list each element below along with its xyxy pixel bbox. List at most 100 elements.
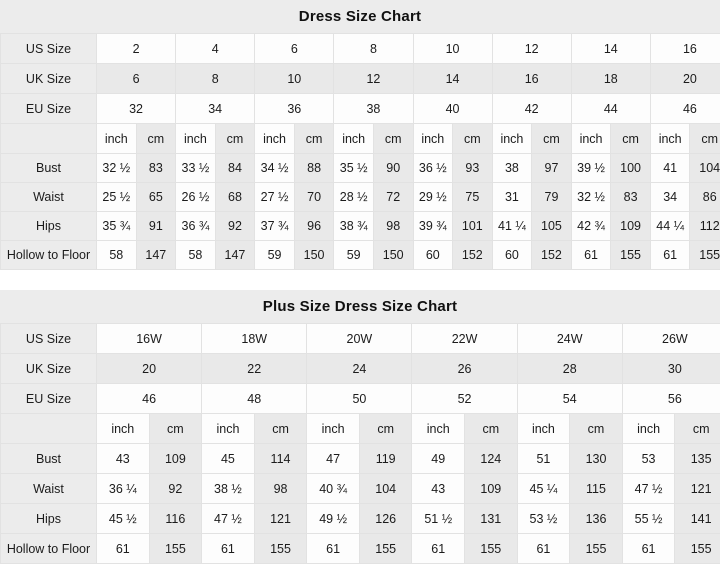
cell-eu-size-3: 52 [411,383,518,414]
cell-bust-cm-5: 135 [674,443,720,474]
row-label-hips: Hips [0,211,97,241]
cell-bust-inch-3: 35 ½ [333,153,374,183]
table-row-units-plus: inch cm inch cm inch cm inch cm inch cm inch cm [0,413,720,444]
cell-hollow-to-floor-inch-3: 61 [411,533,466,564]
cell-uk-size-0: 6 [95,63,177,94]
table-row-eu-size-standard: EU Size 32 34 36 38 40 42 44 46 [0,93,720,124]
cell-uk-size-5: 30 [621,353,720,384]
cell-hollow-to-floor-inch-4: 60 [412,240,454,270]
cell-bust-cm-2: 119 [358,443,413,474]
cell-unit-inch-0: inch [96,413,150,444]
cell-bust-inch-0: 43 [96,443,150,474]
row-label-eu-size: EU Size [0,383,97,414]
cell-hollow-to-floor-inch-5: 61 [621,533,676,564]
cell-hips-inch-4: 39 ¾ [412,211,454,241]
cell-unit-cm-0: cm [148,413,203,444]
cell-eu-size-1: 34 [175,93,256,124]
cell-waist-inch-0: 25 ½ [96,182,137,212]
cell-waist-inch-0: 36 ¼ [96,473,150,504]
table-row-us-size-plus: US Size 16W 18W 20W 22W 24W 26W [0,323,720,354]
size-chart-page: Dress Size Chart US Size 2 4 6 8 10 12 14 16 UK Si… [0,0,720,564]
cell-hips-cm-1: 121 [253,503,308,534]
cell-hollow-to-floor-cm-4: 152 [452,240,493,270]
cell-unit-cm-0: cm [135,123,177,154]
cell-hips-cm-0: 91 [135,211,177,241]
cell-hips-cm-3: 98 [372,211,414,241]
cell-uk-size-7: 20 [649,63,720,94]
cell-uk-size-1: 8 [175,63,256,94]
cell-waist-cm-0: 65 [135,182,177,212]
row-label-us-size: US Size [0,323,97,354]
row-label-eu-size: EU Size [0,93,97,124]
cell-waist-inch-5: 47 ½ [621,473,676,504]
cell-waist-inch-3: 28 ½ [333,182,374,212]
cell-bust-inch-4: 51 [516,443,571,474]
cell-unit-inch-0: inch [96,123,137,154]
cell-waist-inch-1: 26 ½ [175,182,216,212]
cell-waist-cm-6: 83 [610,182,651,212]
table-row-us-size-standard: US Size 2 4 6 8 10 12 14 16 [0,33,720,64]
cell-hips-cm-5: 141 [674,503,720,534]
cell-hips-inch-1: 36 ¾ [175,211,216,241]
cell-bust-cm-4: 130 [569,443,623,474]
row-label-units [0,413,97,444]
cell-unit-cm-5: cm [531,123,572,154]
cell-us-size-1: 18W [201,323,308,354]
cell-hollow-to-floor-cm-6: 155 [610,240,651,270]
row-label-uk-size: UK Size [0,353,97,384]
table-row-hollow-to-floor-plus: Hollow to Floor 61 155 61 155 61 155 61 155 61 155… [0,533,720,564]
cell-unit-cm-5: cm [674,413,720,444]
row-label-hollow-to-floor: Hollow to Floor [0,533,97,564]
row-label-units [0,123,97,154]
cell-unit-cm-2: cm [293,123,335,154]
cell-hips-inch-5: 41 ¼ [491,211,533,241]
cell-hollow-to-floor-cm-3: 150 [372,240,414,270]
cell-hollow-to-floor-cm-7: 155 [689,240,720,270]
cell-hips-inch-2: 49 ½ [306,503,360,534]
cell-waist-cm-2: 70 [293,182,335,212]
cell-uk-size-6: 18 [570,63,651,94]
cell-bust-inch-2: 34 ½ [254,153,295,183]
cell-bust-cm-0: 109 [148,443,203,474]
cell-unit-inch-2: inch [306,413,360,444]
cell-unit-inch-1: inch [201,413,255,444]
cell-eu-size-7: 46 [649,93,720,124]
cell-eu-size-2: 36 [254,93,335,124]
cell-eu-size-6: 44 [570,93,651,124]
cell-us-size-0: 2 [95,33,177,64]
table-row-waist-plus: Waist 36 ¼ 92 38 ½ 98 40 ¾ 104 43 109 45 ¼ 115 47 ½… [0,473,720,504]
cell-hips-inch-0: 45 ½ [96,503,150,534]
cell-us-size-0: 16W [95,323,203,354]
row-label-hollow-to-floor: Hollow to Floor [0,240,97,270]
cell-unit-cm-7: cm [689,123,720,154]
cell-hips-inch-4: 53 ½ [516,503,571,534]
cell-hollow-to-floor-cm-2: 150 [293,240,335,270]
cell-bust-cm-6: 100 [610,153,651,183]
cell-us-size-2: 20W [306,323,413,354]
cell-bust-inch-1: 33 ½ [175,153,216,183]
cell-waist-inch-4: 29 ½ [412,182,454,212]
cell-waist-inch-1: 38 ½ [201,473,255,504]
cell-waist-inch-2: 40 ¾ [306,473,360,504]
cell-hips-inch-5: 55 ½ [621,503,676,534]
cell-us-size-3: 22W [411,323,518,354]
cell-us-size-7: 16 [649,33,720,64]
cell-unit-cm-2: cm [358,413,413,444]
cell-bust-cm-5: 97 [531,153,572,183]
cell-bust-inch-5: 38 [491,153,533,183]
cell-us-size-6: 14 [570,33,651,64]
cell-bust-inch-1: 45 [201,443,255,474]
cell-bust-inch-7: 41 [649,153,691,183]
cell-waist-inch-2: 27 ½ [254,182,295,212]
cell-unit-cm-4: cm [569,413,623,444]
cell-bust-cm-1: 114 [253,443,308,474]
row-label-hips: Hips [0,503,97,534]
cell-hollow-to-floor-inch-4: 61 [516,533,571,564]
cell-hips-cm-4: 101 [452,211,493,241]
cell-uk-size-2: 10 [254,63,335,94]
cell-hips-cm-5: 105 [531,211,572,241]
cell-hollow-to-floor-cm-1: 147 [214,240,256,270]
size-table-plus: US Size 16W 18W 20W 22W 24W 26W UK Size 20 22 24 26… [0,323,720,564]
cell-hips-inch-3: 38 ¾ [333,211,374,241]
